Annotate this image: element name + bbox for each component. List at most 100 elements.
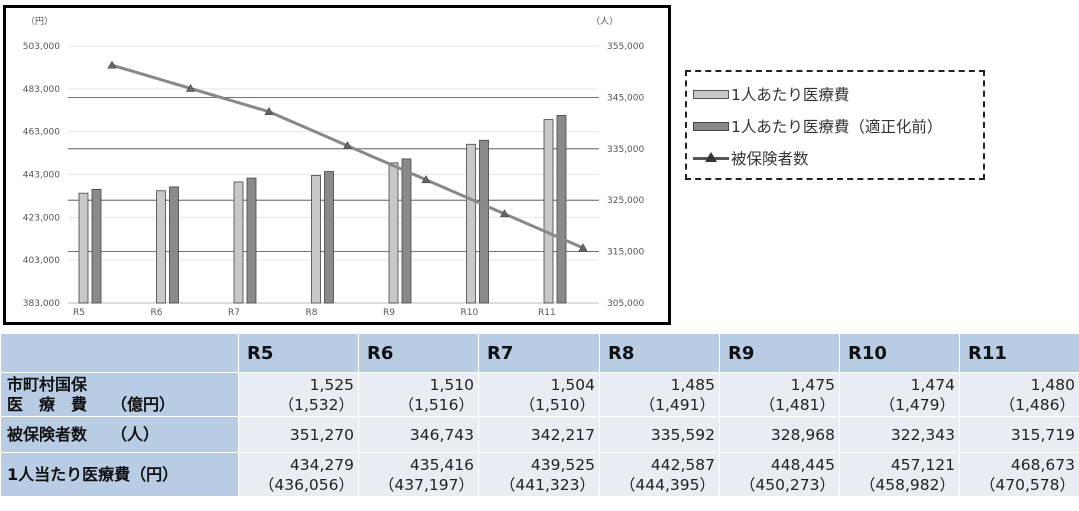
cell-subvalue: （441,323） (499, 475, 595, 494)
cell-value: 1,474 (910, 375, 955, 394)
insured-count-line (111, 63, 584, 250)
cell-value: 468,673 (1010, 455, 1075, 474)
x-axis-tick-label: R11 (538, 308, 556, 318)
left-axis-tick-label: 503,000 (23, 42, 60, 52)
chart-legend: 1人あたり医療費 1人あたり医療費（適正化前） 被保険者数 (685, 70, 985, 180)
table-cell: 328,968 (719, 416, 840, 453)
legend-swatch-light (693, 89, 729, 99)
chart-frame: 503,000 483,000 463,000 443,000 423,000 403,0… (3, 5, 671, 325)
line-marker-triangle (499, 209, 510, 218)
cell-value: 439,525 (530, 455, 595, 474)
row-per-capita-cost: 1人当たり医療費（円） 434,279 （436,056） 435,416 （437,1… (0, 452, 1079, 497)
table-cell: 468,673 （470,578） (959, 452, 1079, 497)
bar-light (156, 190, 166, 304)
row-label: 1人当たり医療費（円） (0, 452, 239, 497)
cell-subvalue: （1,481） (759, 395, 835, 414)
line-marker-triangle (107, 60, 117, 69)
table-cell: 442,587 （444,395） (599, 452, 720, 497)
bar-dark (479, 139, 489, 304)
bar-light (78, 192, 89, 304)
legend-label: 1人あたり医療費（適正化前） (731, 118, 943, 136)
x-axis-tick-label: R10 (461, 308, 479, 318)
cell-value: 322,343 (890, 425, 955, 444)
bar-light (311, 174, 321, 304)
table-header-row: R5 R6 R7 R8 R9 R10 R11 (0, 333, 1079, 373)
right-axis-tick-label: 305,000 (607, 299, 644, 309)
cell-subvalue: （458,982） (859, 475, 955, 494)
row-label-line: 被保険者数 （人） (7, 424, 160, 444)
row-label-line: 市町村国保 (7, 374, 88, 394)
cell-value: 315,719 (1010, 425, 1075, 444)
x-axis-tick-label: R6 (151, 308, 163, 318)
x-axis-tick-label: R7 (228, 308, 240, 318)
legend-item-line: 被保険者数 (693, 142, 983, 174)
table-header: R11 (959, 333, 1079, 373)
bar-dark (324, 171, 334, 304)
cell-value: 328,968 (770, 425, 835, 444)
cell-subvalue: （436,056） (258, 475, 354, 494)
cell-subvalue: （437,197） (378, 475, 474, 494)
bar-light (466, 143, 476, 304)
table-cell: 342,217 (478, 416, 600, 453)
line-marker-triangle (264, 107, 274, 116)
table-cell: 315,719 (959, 416, 1079, 453)
legend-swatch-dark (693, 121, 729, 131)
legend-item-bar-light: 1人あたり医療費 (693, 78, 983, 110)
cell-subvalue: （450,273） (739, 475, 835, 494)
table-header: R5 (238, 333, 359, 373)
legend-item-bar-dark: 1人あたり医療費（適正化前） (693, 110, 983, 142)
cell-value: 1,485 (670, 375, 715, 394)
table-cell: 351,270 (238, 416, 359, 453)
table-cell: 1,485 （1,491） (599, 372, 720, 417)
table-cell: 434,279 （436,056） (238, 452, 359, 497)
cell-value: 346,743 (409, 425, 474, 444)
bar-light (543, 119, 554, 304)
cell-value: 1,480 (1030, 375, 1075, 394)
cell-subvalue: （1,510） (519, 395, 595, 414)
x-axis-tick-label: R9 (383, 308, 395, 318)
table-header: R7 (478, 333, 600, 373)
table-header: R10 (839, 333, 960, 373)
cell-subvalue: （1,486） (999, 395, 1075, 414)
right-axis-tick-label: 335,000 (607, 145, 644, 155)
cell-value: 351,270 (289, 425, 354, 444)
table-cell: 1,475 （1,481） (719, 372, 840, 417)
x-axis-tick-label: R5 (73, 308, 85, 318)
table-cell: 439,525 （441,323） (478, 452, 600, 497)
cell-value: 435,416 (409, 455, 474, 474)
left-axis-tick-label: 403,000 (23, 256, 60, 266)
bar-light (388, 162, 399, 304)
table-cell: 1,510 （1,516） (358, 372, 479, 417)
row-label: 被保険者数 （人） (0, 416, 239, 453)
right-axis-tick-label: 325,000 (607, 196, 644, 206)
cell-subvalue: （444,395） (619, 475, 715, 494)
left-axis-tick-label: 443,000 (23, 171, 60, 181)
left-axis-tick-label: 463,000 (23, 128, 60, 138)
row-label-line: 1人当たり医療費（円） (7, 464, 179, 484)
bar-light (233, 181, 244, 304)
table-cell: 1,474 （1,479） (839, 372, 960, 417)
row-insured-count: 被保険者数 （人） 351,270 346,743 342,217 335,592 328… (0, 416, 1079, 453)
cell-value: 434,279 (289, 455, 354, 474)
bar-dark (401, 158, 412, 304)
row-label-line: 医 療 費 （億円） (7, 394, 176, 414)
table-cell: 346,743 (358, 416, 479, 453)
right-axis-tick-label: 345,000 (607, 93, 644, 103)
cell-subvalue: （1,479） (879, 395, 955, 414)
table-cell: 448,445 （450,273） (719, 452, 840, 497)
cell-value: 1,475 (790, 375, 835, 394)
left-axis-unit: （円） (26, 16, 53, 27)
line-marker-triangle (578, 243, 588, 252)
table-cell: 1,480 （1,486） (959, 372, 1079, 417)
table-cell: 435,416 （437,197） (358, 452, 479, 497)
cell-value: 1,510 (429, 375, 474, 394)
left-axis-tick-label: 423,000 (23, 213, 60, 223)
bar-dark (246, 177, 257, 304)
cell-value: 442,587 (650, 455, 715, 474)
data-table: R5 R6 R7 R8 R9 R10 R11 市町村国保医 療 費 （億円） 1,… (0, 333, 1079, 497)
row-label: 市町村国保医 療 費 （億円） (0, 372, 239, 417)
right-axis-tick-label: 315,000 (607, 248, 644, 258)
table-header: R8 (599, 333, 720, 373)
cell-value: 457,121 (890, 455, 955, 474)
cell-value: 335,592 (650, 425, 715, 444)
